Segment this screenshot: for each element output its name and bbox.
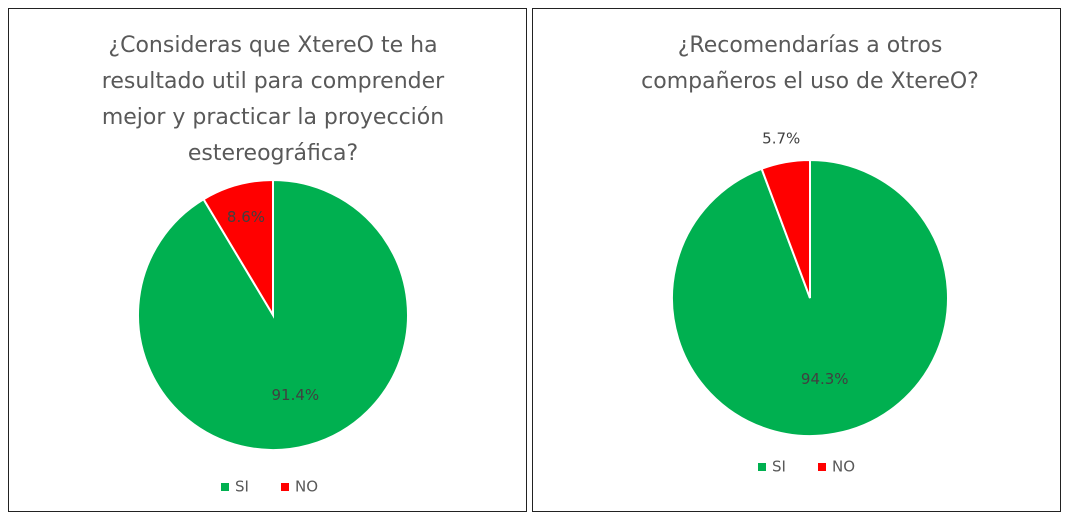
legend-label: SI [235,478,249,496]
data-label: 8.6% [227,208,265,226]
legend-swatch [281,483,289,491]
legend-label: NO [832,458,855,476]
legend-swatch [758,463,766,471]
pie-slice [760,158,811,299]
data-label: 91.4% [272,386,320,404]
chart-title: estereográfica? [188,141,358,166]
legend-label: NO [295,478,318,496]
chart-title: ¿Consideras que XtereO te ha [108,33,437,58]
data-label: 94.3% [801,370,849,388]
left-panel [8,8,527,512]
legend-label: SI [772,458,786,476]
chart-title: ¿Recomendarías a otros [678,33,943,58]
pie-slice [671,158,949,437]
chart-title: resultado util para comprender [102,69,445,94]
data-label: 5.7% [762,130,800,148]
right-panel [532,8,1061,512]
chart-title: compañeros el uso de XtereO? [641,69,979,94]
legend-swatch [221,483,229,491]
chart-title: mejor y practicar la proyección [102,105,444,130]
legend-swatch [818,463,826,471]
pie-slice [202,178,274,319]
